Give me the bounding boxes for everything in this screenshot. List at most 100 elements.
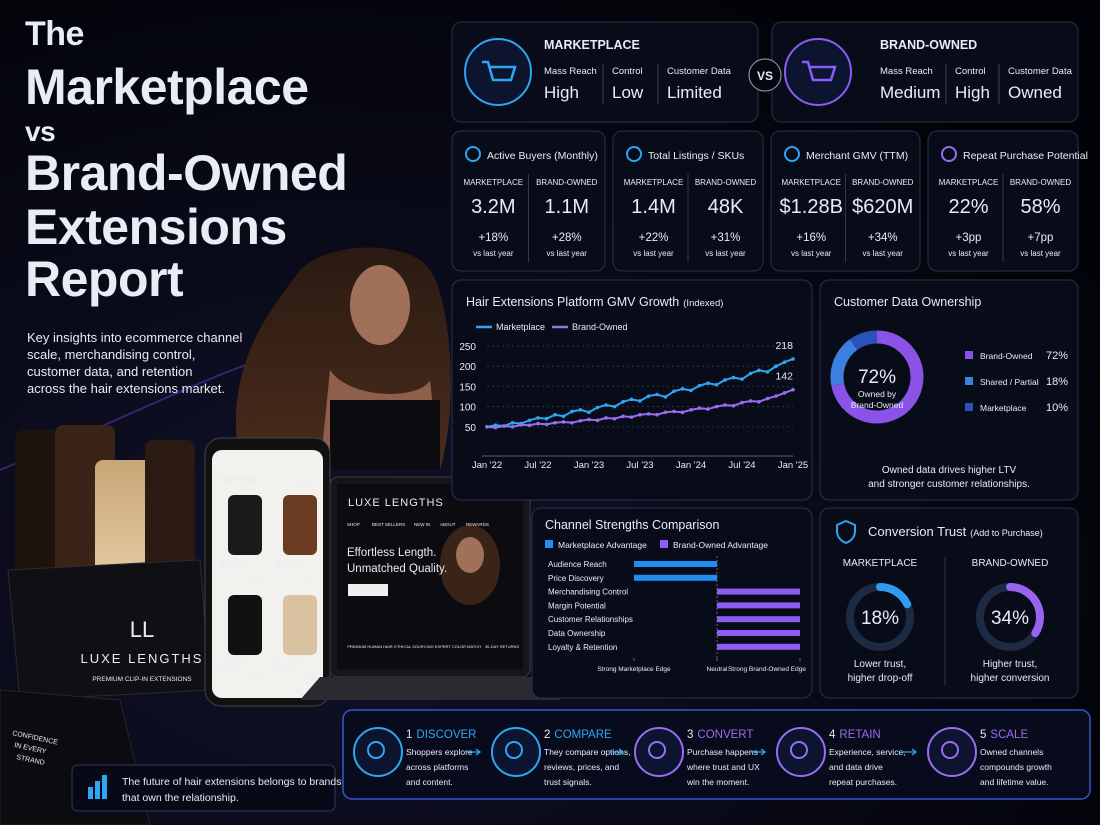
data-point bbox=[663, 410, 668, 415]
x-tick-label: Strong Brand-Owned Edge bbox=[728, 666, 806, 673]
title-line: The bbox=[25, 15, 84, 53]
step-arrow bbox=[751, 748, 767, 756]
laptop-nav: BEST SELLERS bbox=[372, 522, 405, 527]
kpi-value: 22% bbox=[948, 196, 988, 218]
chart-footer: and stronger customer relationships. bbox=[868, 479, 1030, 490]
phone-cents: 99 bbox=[294, 560, 300, 566]
x-tick-label: Jul '22 bbox=[524, 460, 551, 471]
data-point bbox=[757, 399, 761, 404]
title-line: Brand-Owned bbox=[25, 145, 347, 201]
kpi-value: $620M bbox=[852, 196, 913, 218]
step-number: 3 CONVERT bbox=[687, 729, 753, 741]
data-point bbox=[485, 425, 489, 429]
bar bbox=[717, 588, 800, 595]
legend-label: Marketplace bbox=[496, 322, 545, 332]
kpi-value: 1.4M bbox=[631, 196, 675, 218]
kpi-note: vs last year bbox=[863, 249, 904, 258]
data-point bbox=[502, 424, 506, 428]
comparison-metric-label: Control bbox=[955, 66, 986, 77]
data-point bbox=[748, 399, 753, 403]
y-tick-label: 250 bbox=[459, 342, 476, 353]
data-point bbox=[680, 410, 685, 415]
kpi-title: Active Buyers (Monthly) bbox=[487, 150, 598, 162]
kpi-label: MARKETPLACE bbox=[781, 178, 841, 187]
laptop-feature: 30-DAY RETURNS bbox=[485, 644, 519, 649]
callout-icon bbox=[102, 775, 107, 799]
bar bbox=[634, 561, 717, 567]
data-point bbox=[740, 400, 744, 405]
data-point bbox=[544, 416, 549, 421]
data-point bbox=[765, 370, 770, 374]
step-arrow bbox=[466, 748, 482, 756]
kpi-change: +18% bbox=[478, 232, 508, 244]
laptop bbox=[300, 476, 560, 700]
chart-footer: Owned data drives higher LTV bbox=[882, 465, 1017, 476]
legend-value: 10% bbox=[1046, 402, 1068, 414]
kpi-label: MARKETPLACE bbox=[464, 178, 524, 187]
channel-icon-glyph bbox=[482, 60, 517, 82]
step-text: win the moment. bbox=[686, 777, 749, 787]
data-point bbox=[782, 360, 787, 364]
phone-price: $69 bbox=[220, 661, 237, 672]
step-text: Owned channels bbox=[980, 747, 1043, 757]
x-tick-label: Jan '23 bbox=[574, 460, 604, 471]
kpi-note: vs last year bbox=[1020, 249, 1061, 258]
data-point bbox=[587, 417, 591, 422]
title-line: Extensions bbox=[25, 199, 287, 255]
data-point bbox=[680, 387, 685, 391]
kpi-value: 3.2M bbox=[471, 196, 515, 218]
chart-title: Conversion Trust (Add to Purchase) bbox=[868, 524, 1043, 539]
kpi-change: +16% bbox=[796, 232, 826, 244]
step-icon-glyph bbox=[367, 741, 385, 759]
comparison-metric-value: Owned bbox=[1008, 83, 1062, 102]
kpi-change: +7pp bbox=[1028, 232, 1054, 244]
legend-value: 72% bbox=[1046, 350, 1068, 362]
callout-text: The future of hair extensions belongs to… bbox=[122, 776, 341, 788]
x-tick-label: Jul '23 bbox=[626, 460, 653, 471]
kpi-icon bbox=[941, 146, 957, 162]
subtitle-line: across the hair extensions market. bbox=[27, 381, 225, 396]
y-tick-label: 100 bbox=[459, 403, 476, 414]
step-icon-glyph bbox=[648, 741, 666, 759]
legend-label: Brand-Owned Advantage bbox=[673, 540, 768, 550]
data-point bbox=[553, 420, 557, 425]
laptop-headline: Unmatched Quality. bbox=[347, 563, 447, 575]
laptop-brand: LUXE LENGTHS bbox=[348, 497, 444, 509]
data-point bbox=[570, 409, 574, 414]
data-point bbox=[740, 377, 744, 381]
data-point bbox=[689, 388, 693, 393]
title-line: Marketplace bbox=[25, 59, 309, 115]
step-icon bbox=[353, 727, 403, 777]
subtitle-line: Key insights into ecommerce channel bbox=[27, 330, 242, 345]
step-text: Shoppers explore bbox=[406, 747, 473, 757]
data-point bbox=[621, 399, 625, 404]
shield-icon bbox=[836, 519, 856, 545]
x-tick-label: Neutral bbox=[707, 666, 729, 673]
laptop-nav: ABOUT bbox=[440, 522, 456, 527]
kpi-change: +22% bbox=[639, 232, 669, 244]
step-icon bbox=[776, 727, 826, 777]
step-icon-glyph bbox=[941, 741, 959, 759]
laptop-button: SHOP NOW bbox=[356, 588, 382, 593]
step-text: Purchase happens bbox=[687, 747, 758, 757]
phone-heading: Top Results bbox=[220, 477, 260, 484]
gauge-caption: Lower trust, bbox=[854, 659, 906, 670]
phone-reviews: (2,843) bbox=[248, 675, 263, 680]
x-tick-label: Jan '25 bbox=[778, 460, 808, 471]
data-point bbox=[697, 383, 702, 388]
category-label: Audience Reach bbox=[548, 560, 607, 569]
kpi-label: MARKETPLACE bbox=[624, 178, 684, 187]
step-text: Experience, service, bbox=[829, 747, 906, 757]
data-point bbox=[519, 422, 523, 427]
step-text: and lifetime value. bbox=[980, 777, 1049, 787]
bar bbox=[717, 643, 800, 650]
y-tick-label: 150 bbox=[459, 382, 476, 393]
kpi-value: $1.28B bbox=[780, 196, 843, 218]
comparison-metric-label: Mass Reach bbox=[544, 66, 597, 77]
kpi-label: MARKETPLACE bbox=[939, 178, 999, 187]
gauge-value: 34% bbox=[991, 608, 1029, 629]
channel-icon bbox=[464, 38, 532, 106]
vs-badge bbox=[748, 58, 782, 92]
data-point bbox=[723, 378, 727, 382]
phone-cents: 99 bbox=[239, 660, 245, 666]
